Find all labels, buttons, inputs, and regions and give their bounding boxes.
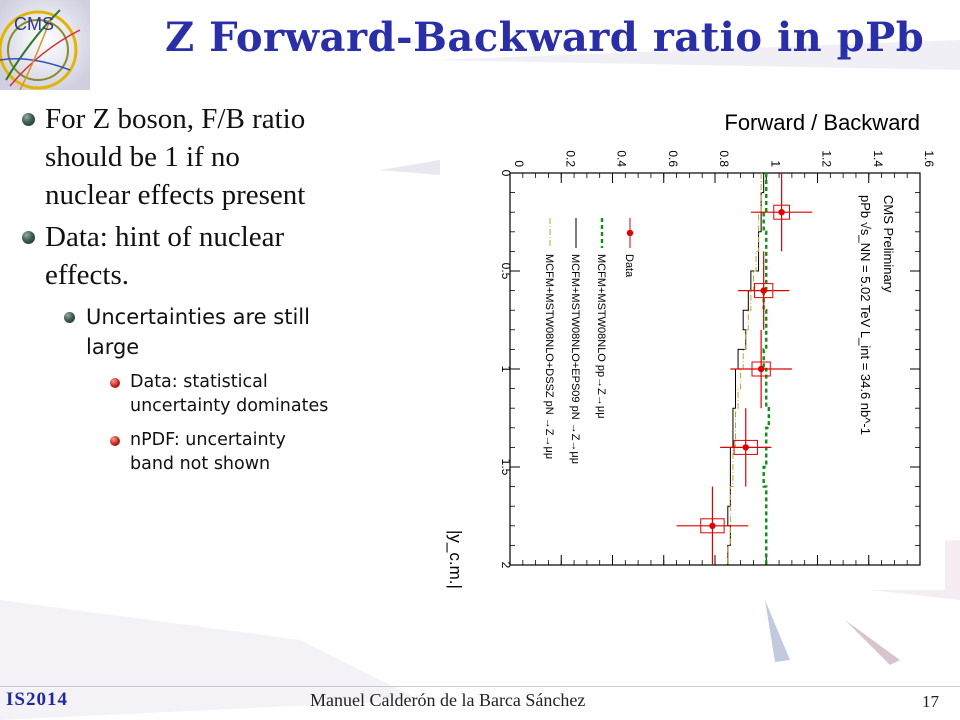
data-point [760, 287, 767, 294]
sub-sub-bullet-item: nPDF: uncertainty band not shown [110, 428, 422, 476]
cms-logo-text: CMS [14, 14, 54, 34]
legend-label: MCFM+MSTW08NLO pp→Z→μμ [595, 254, 607, 419]
bullet-text-line: should be 1 if no [45, 141, 240, 173]
y-tick-label: 1.4 [871, 150, 885, 167]
sub-sub-bullet-text-line: Data: statistical [130, 372, 268, 392]
x-tick-label: 0.5 [499, 263, 513, 280]
data-point [778, 209, 785, 216]
bullet-text-line: nuclear effects present [45, 179, 306, 211]
sub-sub-bullet-text-line: uncertainty dominates [130, 396, 329, 416]
slide-title: Z Forward-Backward ratio in pPb [165, 14, 925, 61]
legend-label: Data [623, 254, 635, 278]
legend-label: MCFM+MSTW08NLO+EPS09 pN →Z→μμ [569, 254, 581, 464]
chart-annotation: pPb √s_NN = 5.02 TeV L_int = 34.6 nb^-1 [858, 195, 873, 435]
sub-sub-bullet-item: Data: statistical uncertainty dominates [110, 370, 422, 418]
legend-label: MCFM+MSTW08NLO+DSSZ pN →Z→μμ [543, 254, 555, 459]
y-tick-label: 0 [512, 160, 526, 167]
legend-marker [626, 229, 634, 237]
sub-bullet-item: Uncertainties are still large [64, 302, 422, 362]
sub-bullet-text-line: Uncertainties are still [86, 305, 310, 329]
y-tick-label: 0.4 [615, 150, 629, 167]
chart-title: Forward / Backward [724, 110, 920, 135]
y-tick-label: 1.2 [820, 150, 834, 167]
chart-annotation: CMS Preliminary [881, 195, 896, 293]
footer-divider [0, 686, 960, 687]
page-number: 17 [922, 692, 939, 711]
cms-logo: CMS [0, 0, 90, 90]
data-point [742, 444, 749, 451]
sub-sub-bullet-text-line: nPDF: uncertainty [130, 430, 286, 450]
bullet-text-line: Data: hint of nuclear [45, 221, 285, 253]
x-tick-label: 1.5 [499, 459, 513, 476]
theory-curve [762, 173, 771, 565]
sub-sub-bullet-text-line: band not shown [130, 454, 271, 474]
data-point [709, 522, 716, 529]
bullet-marker-icon [22, 113, 35, 126]
sub-sub-bullet-marker-icon [110, 436, 120, 446]
theory-curve [727, 173, 762, 565]
y-tick-label: 1.6 [922, 150, 936, 167]
footer-conference: IS2014 [6, 689, 68, 710]
x-axis-label: |y_c.m.| [446, 530, 465, 589]
bullet-text-line: For Z boson, F/B ratio [45, 103, 306, 135]
y-tick-label: 1 [768, 160, 782, 167]
bullet-text-line: effects. [45, 259, 129, 291]
x-tick-label: 1 [499, 366, 513, 373]
y-tick-label: 0.2 [563, 150, 577, 167]
bullet-item: Data: hint of nuclear effects. [22, 218, 422, 294]
fb-ratio-plot: Forward / Backward 0 0.2 0.4 0.6 0.8 1 1.2 1.4 1.… [440, 100, 945, 590]
fb-ratio-chart: Forward / Backward 0 0.2 0.4 0.6 0.8 1 1.2 1.4 1.… [446, 110, 936, 589]
x-tick-label: 0 [499, 170, 513, 177]
bullet-list: For Z boson, F/B ratio should be 1 if no… [22, 100, 422, 476]
sub-bullet-text-line: large [86, 335, 140, 359]
y-tick-label: 0.6 [666, 150, 680, 167]
x-tick-label: 2 [499, 562, 513, 569]
data-point [757, 365, 765, 373]
bullet-marker-icon [22, 231, 35, 244]
sub-bullet-marker-icon [64, 312, 75, 323]
y-tick-label: 0.8 [717, 150, 731, 167]
bullet-item: For Z boson, F/B ratio should be 1 if no… [22, 100, 422, 214]
footer-author: Manuel Calderón de la Barca Sánchez [310, 690, 586, 710]
sub-sub-bullet-marker-icon [110, 378, 120, 388]
